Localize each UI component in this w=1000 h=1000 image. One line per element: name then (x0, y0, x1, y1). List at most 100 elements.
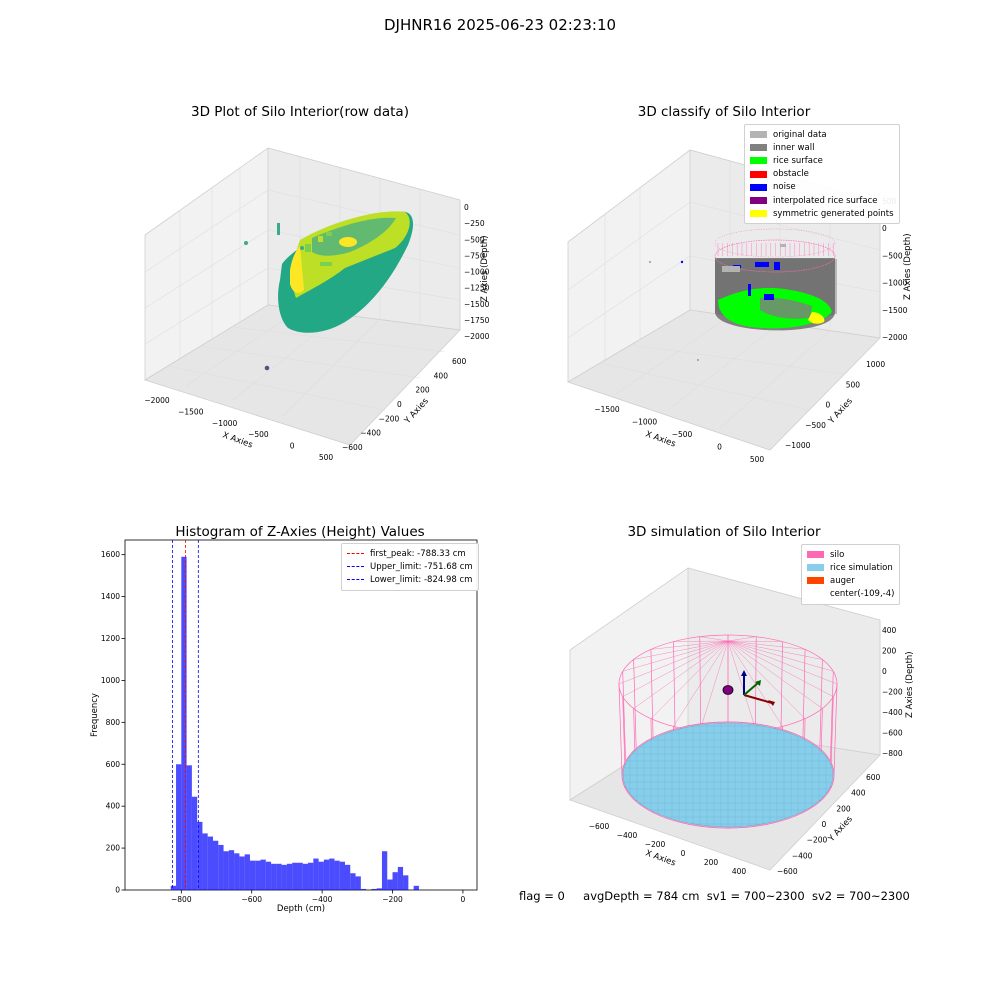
histogram-y-tick-label: 1000 (101, 676, 120, 685)
histogram-bar (207, 836, 213, 890)
raw-x-tick-label: −500 (248, 430, 269, 439)
simulation-y-tick-label: 600 (866, 773, 881, 782)
raw-x-tick-label: −1500 (178, 407, 204, 416)
histogram-bar (323, 859, 330, 890)
histogram-bar (234, 853, 240, 890)
histogram-bar (371, 888, 377, 890)
classify-legend-label: rice surface (773, 155, 823, 166)
simulation-x-tick-label: −400 (617, 831, 638, 840)
histogram-title: Histogram of Z-Axies (Height) Values (175, 524, 425, 540)
histogram-bar (345, 864, 351, 890)
histogram-bar (376, 888, 382, 890)
simulation-auger (722, 685, 734, 695)
histogram-x-tick-label: −800 (171, 895, 192, 904)
classify-legend-label: interpolated rice surface (773, 195, 878, 206)
histogram-bar (313, 858, 319, 890)
histogram-y-tick-label: 0 (115, 886, 120, 895)
histogram-bar (308, 862, 314, 890)
classify-legend-label: obstacle (773, 169, 809, 180)
raw-z-tick-label: 0 (464, 203, 469, 212)
classify-legend-item: noise (750, 181, 894, 194)
classify-legend-swatch (750, 197, 767, 205)
classify-legend-item: original data (750, 128, 894, 141)
status-line: flag = 0 avgDepth = 784 cm sv1 = 700~230… (519, 889, 910, 903)
histogram-y-tick-label: 400 (106, 802, 121, 811)
histogram-bar (329, 858, 335, 890)
histogram-bar (260, 859, 266, 890)
simulation-legend-label: silo (830, 549, 845, 560)
raw-z-axis-label: Z Axies (Depth) (480, 235, 490, 302)
classify-z-tick-label: −1000 (882, 279, 908, 288)
histogram-bar (265, 861, 272, 890)
simulation-x-tick-label: 400 (732, 867, 747, 876)
classify-y-tick-label: −500 (805, 421, 826, 430)
histogram-y-tick-label: 600 (106, 760, 121, 769)
raw-x-tick-label: −2000 (144, 396, 170, 405)
simulation-plot-title: 3D simulation of Silo Interior (627, 524, 821, 540)
histogram-bar (271, 863, 277, 890)
simulation-legend-swatch (807, 591, 824, 598)
histogram-bar (334, 860, 340, 890)
classify-legend-item: inner wall (750, 141, 894, 154)
histogram-bar (218, 844, 224, 890)
histogram-legend-item: first_peak: -788.33 cm (347, 547, 473, 560)
histogram-bar (318, 861, 324, 890)
classify-y-tick-label: 0 (826, 401, 831, 410)
raw-z-tick-label: −1500 (464, 300, 490, 309)
histogram-legend-item: Lower_limit: -824.98 cm (347, 573, 473, 586)
histogram-x-tick-label: −600 (241, 895, 262, 904)
histogram-bar (255, 860, 261, 890)
simulation-y-tick-label: −200 (807, 836, 828, 845)
histogram-bar (397, 866, 404, 890)
histogram-bar (292, 862, 298, 890)
histogram-bar (350, 873, 356, 890)
raw-yellow-cluster (339, 237, 357, 247)
classify-z-tick-label: −1500 (882, 306, 908, 315)
raw-plot-title: 3D Plot of Silo Interior(row data) (191, 104, 409, 120)
classify-z-tick-label: −500 (882, 251, 903, 260)
raw-cloud-bright-edge (290, 246, 304, 293)
histogram-bar (239, 856, 245, 890)
classify-legend-label: noise (773, 182, 796, 193)
simulation-legend: silo rice simulation auger center(-109,-4) (801, 544, 901, 605)
simulation-x-tick-label: −600 (589, 822, 610, 831)
raw-z-tick-label: −2000 (464, 332, 490, 341)
classify-y-tick-label: 1000 (866, 360, 885, 369)
raw-y-tick-label: 600 (452, 357, 467, 366)
classify-legend-item: symmetric generated points (750, 207, 894, 220)
classify-x-tick-label: −1500 (594, 405, 620, 414)
simulation-y-tick-label: 200 (836, 804, 851, 813)
histogram-bar (197, 821, 203, 890)
histogram-bar (413, 885, 419, 890)
simulation-legend-swatch (807, 551, 824, 559)
classify-legend-swatch (750, 131, 767, 139)
classify-x-tick-label: −500 (672, 430, 693, 439)
histogram-bar (191, 796, 198, 890)
simulation-legend-item: auger (807, 574, 894, 587)
histogram-bar (170, 885, 177, 890)
simulation-y-tick-label: 0 (822, 820, 827, 829)
histogram-y-tick-label: 1400 (101, 592, 120, 601)
classify-legend: original data inner wall rice surface obsta… (744, 124, 900, 225)
histogram-y-tick-label: 200 (106, 844, 121, 853)
classify-x-tick-label: 500 (750, 455, 765, 464)
simulation-z-tick-label: 400 (882, 626, 897, 635)
classify-y-tick-label: −1000 (785, 441, 811, 450)
raw-z-tick-label: −250 (464, 219, 485, 228)
histogram-bar (249, 860, 256, 890)
classify-legend-item: obstacle (750, 168, 894, 181)
histogram-legend-label: Upper_limit: -751.68 cm (370, 561, 473, 572)
classify-z-tick-label: −2000 (882, 333, 908, 342)
raw-z-tick-label: −1750 (464, 316, 490, 325)
raw-z-tick-label: −750 (464, 251, 485, 260)
histogram-bar (302, 863, 309, 890)
classify-legend-label: symmetric generated points (773, 208, 894, 219)
status-sv2: sv2 = 700~2300 (811, 889, 910, 903)
status-sv1: sv1 = 700~2300 (706, 889, 805, 903)
classify-legend-label: original data (773, 129, 827, 140)
simulation-z-tick-label: 200 (882, 647, 897, 656)
classify-legend-swatch (750, 144, 767, 152)
histogram-bar (228, 850, 235, 890)
